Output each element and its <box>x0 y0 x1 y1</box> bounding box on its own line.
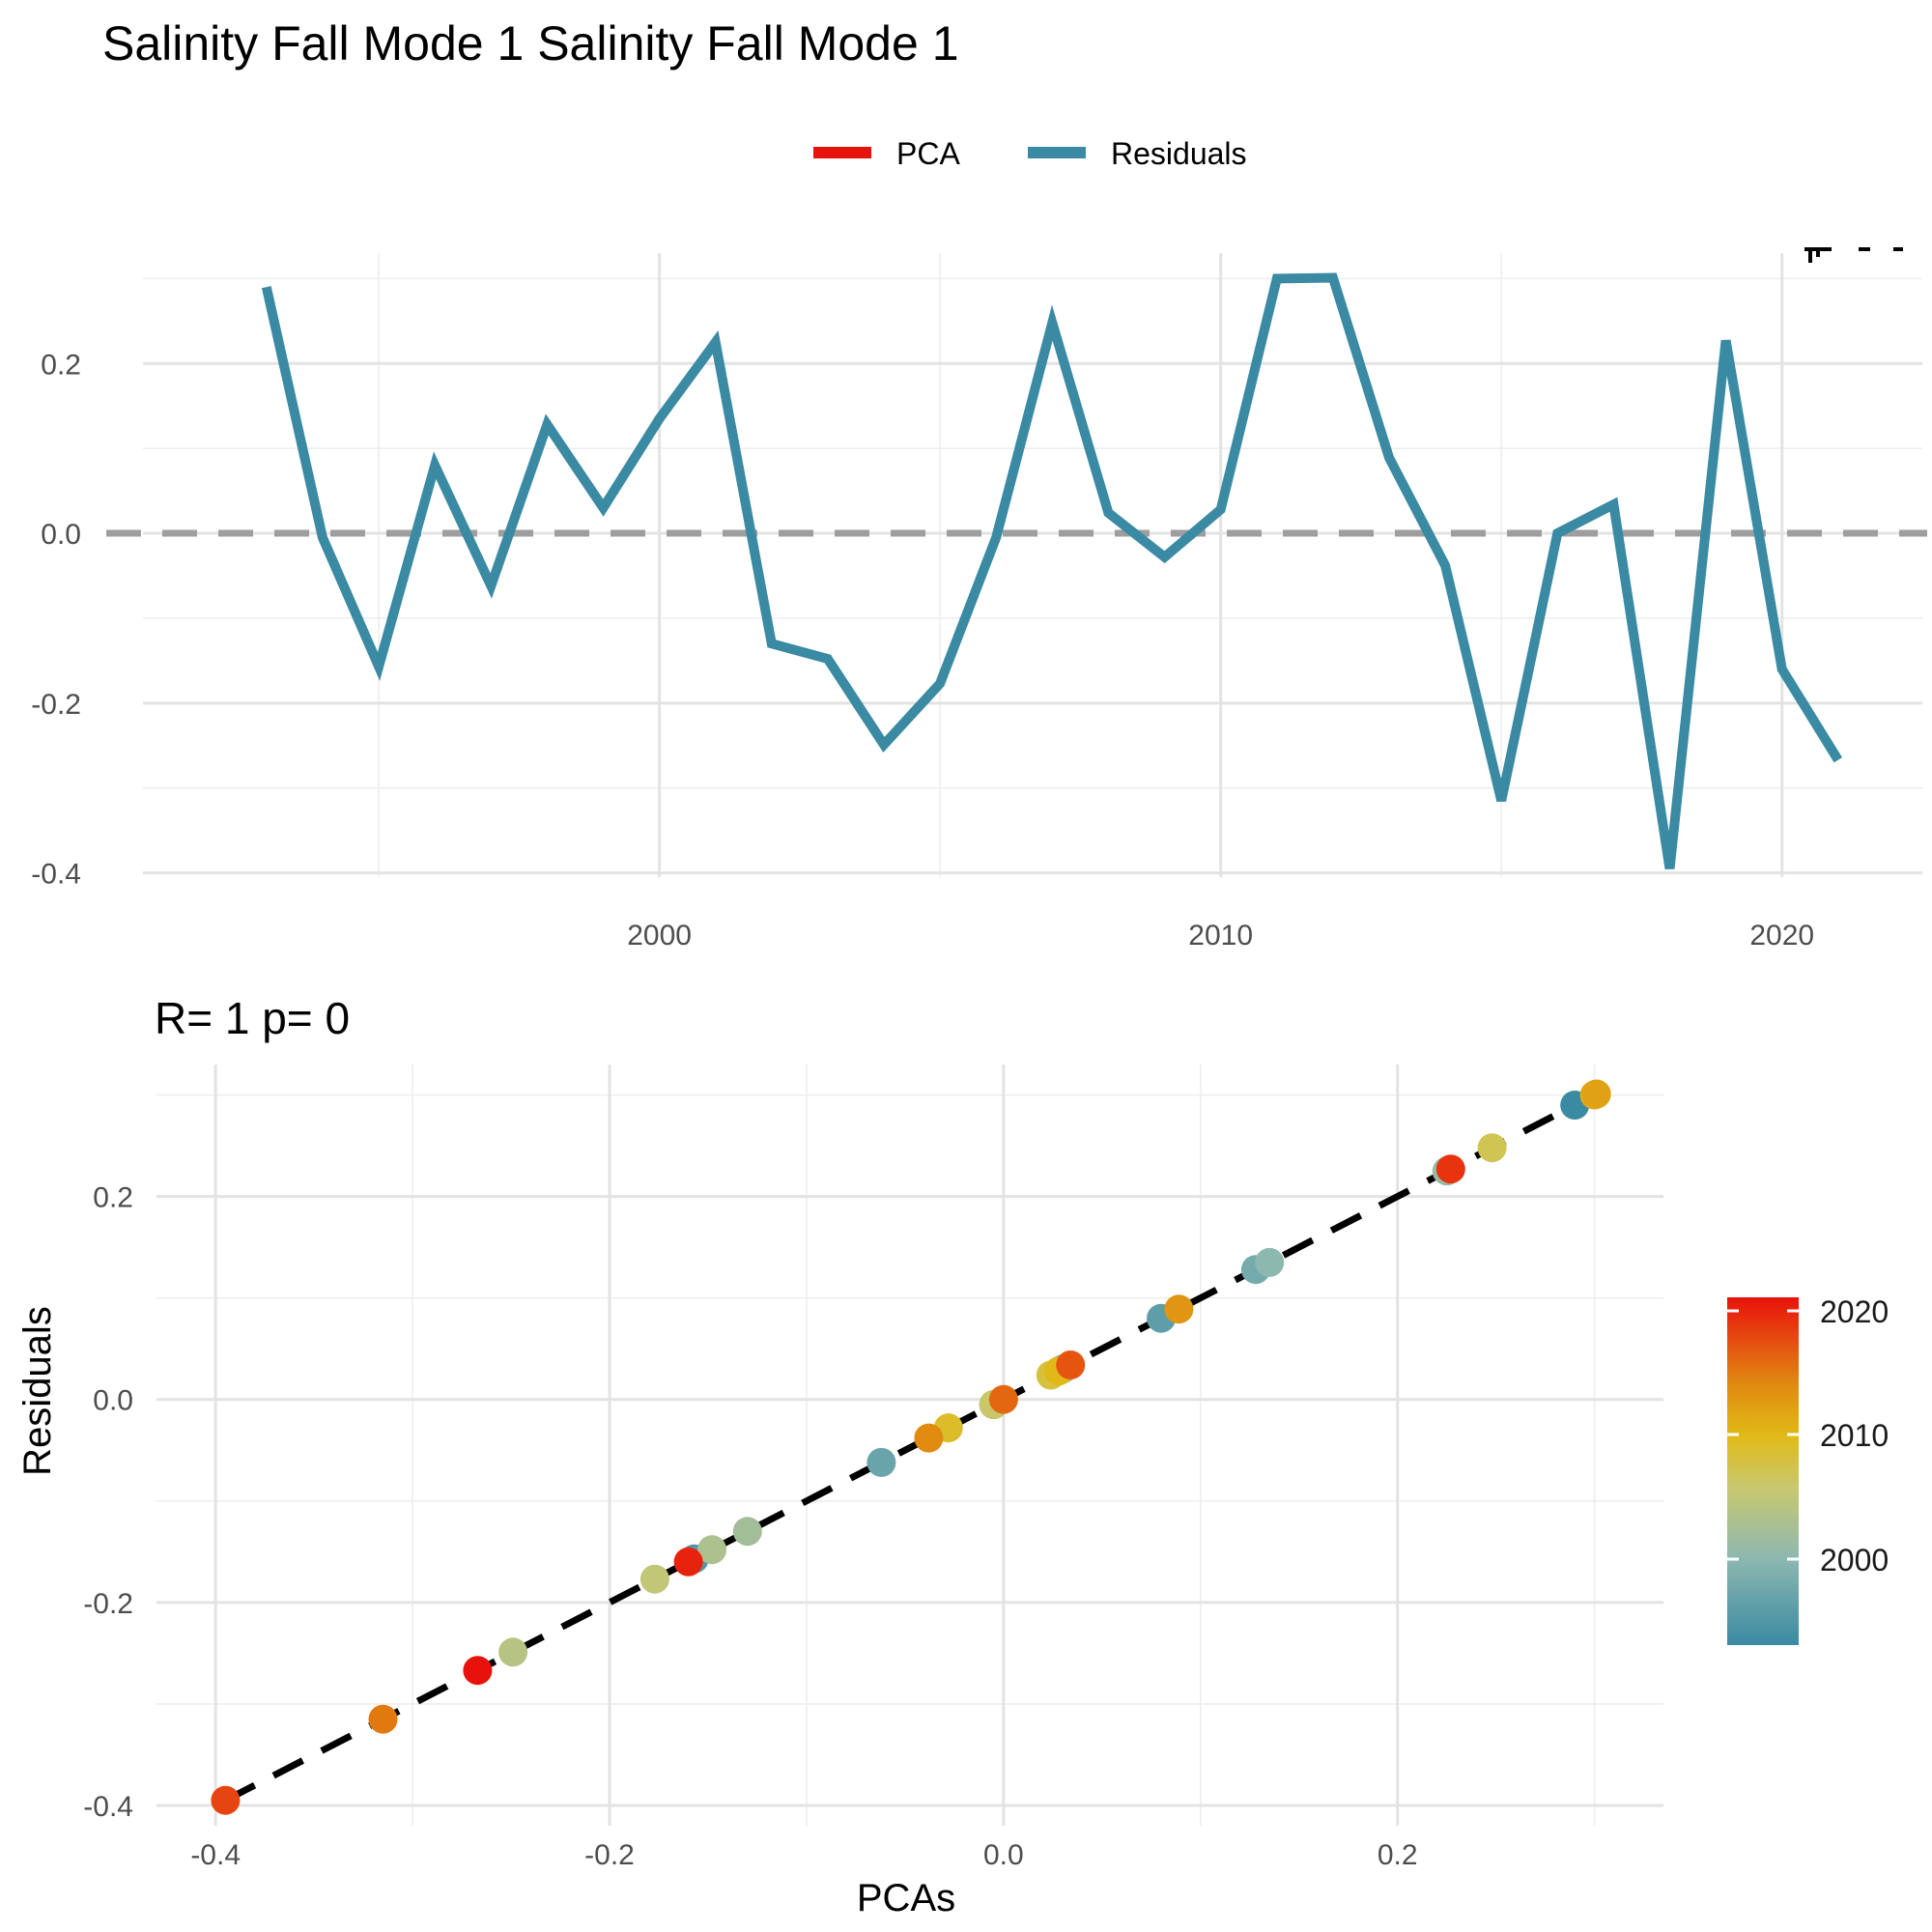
scatter-point <box>368 1704 398 1734</box>
scatter-grid <box>156 1065 1663 1826</box>
scatter-point <box>867 1447 896 1477</box>
scatter-point <box>1477 1133 1507 1163</box>
scatter-y-ticks: 0.2 0.0 -0.2 -0.4 <box>83 1182 133 1823</box>
scatter-point <box>1581 1079 1611 1109</box>
x-tick-label: -0.2 <box>584 1839 635 1871</box>
scatter-point <box>1056 1350 1086 1379</box>
x-tick-label: 2020 <box>1749 920 1814 952</box>
y-tick-label: 0.0 <box>93 1385 133 1417</box>
scatter-point <box>732 1517 762 1547</box>
scatter-point <box>463 1656 493 1686</box>
legend-label-residuals: Residuals <box>1111 136 1247 171</box>
x-tick-label: 2000 <box>627 920 692 952</box>
scatter-point <box>988 1384 1018 1414</box>
y-tick-label: 0.0 <box>41 519 81 551</box>
corner-artifact <box>1804 247 1903 263</box>
top-panel-grid <box>143 253 1922 877</box>
x-tick-label: 2010 <box>1188 920 1253 952</box>
colorbar-ticks <box>1727 1309 1799 1561</box>
legend: PCA Residuals <box>813 136 1247 171</box>
y-tick-label: -0.4 <box>83 1791 133 1823</box>
scatter-point <box>498 1637 528 1667</box>
y-tick-label: -0.2 <box>83 1588 133 1620</box>
x-tick-label: -0.4 <box>190 1839 241 1871</box>
scatter-point <box>673 1547 703 1577</box>
y-tick-label: -0.4 <box>31 859 81 891</box>
colorbar-label-2000: 2000 <box>1820 1543 1889 1577</box>
scatter-point <box>1164 1294 1194 1324</box>
y-tick-label: 0.2 <box>41 349 81 381</box>
top-panel-x-ticks: 2000 2010 2020 <box>627 920 1814 952</box>
legend-label-pca: PCA <box>896 136 960 171</box>
figure-title: Salinity Fall Mode 1 Salinity Fall Mode … <box>102 16 959 71</box>
colorbar-label-2020: 2020 <box>1820 1294 1889 1329</box>
scatter-x-ticks: -0.4 -0.2 0.0 0.2 <box>190 1839 1417 1871</box>
scatter-point <box>914 1423 944 1453</box>
colorbar-gradient <box>1727 1297 1799 1645</box>
scatter-points <box>211 1079 1611 1815</box>
x-axis-title: PCAs <box>857 1877 955 1919</box>
scatter-point <box>1255 1247 1285 1277</box>
colorbar-label-2010: 2010 <box>1820 1418 1889 1453</box>
y-tick-label: 0.2 <box>93 1182 133 1214</box>
top-panel-y-ticks: 0.2 0.0 -0.2 -0.4 <box>31 349 81 890</box>
scatter-point <box>211 1785 241 1815</box>
x-tick-label: 0.0 <box>983 1839 1024 1871</box>
scatter-point <box>639 1564 669 1594</box>
scatter-point <box>1435 1154 1465 1184</box>
x-tick-label: 0.2 <box>1378 1839 1418 1871</box>
colorbar: 2020 2010 2000 <box>1727 1294 1889 1645</box>
y-axis-title: Residuals <box>16 1306 59 1476</box>
y-tick-label: -0.2 <box>31 689 81 721</box>
scatter-point <box>697 1535 727 1565</box>
residuals-line <box>261 272 1843 869</box>
scatter-subtitle: R= 1 p= 0 <box>155 993 350 1043</box>
fit-line <box>223 1091 1599 1804</box>
